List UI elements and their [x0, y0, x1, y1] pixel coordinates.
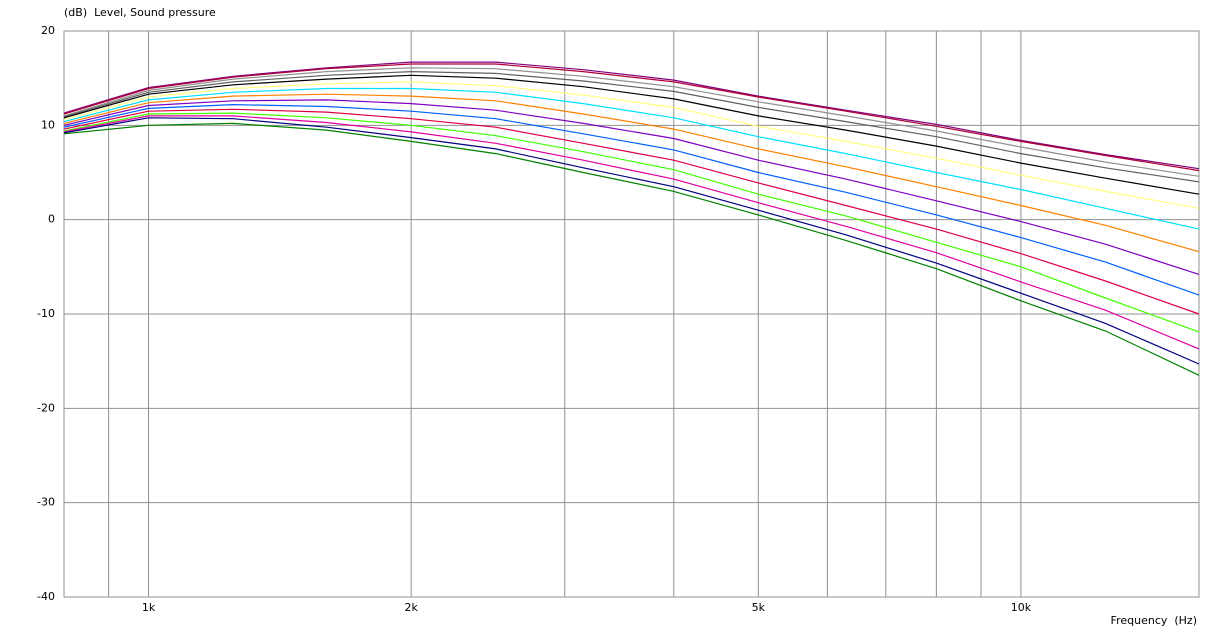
- series-line: [63, 117, 1200, 365]
- series-line: [63, 67, 1200, 177]
- y-tick-label: -40: [37, 590, 55, 603]
- series-line: [63, 112, 1200, 333]
- series-line: [63, 61, 1200, 170]
- series-line: [63, 93, 1200, 253]
- x-tick-label: 1k: [142, 601, 156, 614]
- series-line: [63, 122, 1200, 376]
- x-tick-label: 2k: [404, 601, 418, 614]
- series-line: [63, 81, 1200, 209]
- x-tick-label: 10k: [1011, 601, 1032, 614]
- series-line: [63, 70, 1200, 183]
- series-line: [63, 103, 1200, 296]
- x-axis-label: Frequency (Hz): [1111, 614, 1197, 627]
- series-line: [63, 108, 1200, 315]
- y-axis-label: (dB) Level, Sound pressure: [64, 6, 216, 19]
- series-line: [63, 74, 1200, 195]
- series-line: [63, 115, 1200, 350]
- y-tick-label: -30: [37, 496, 55, 509]
- y-tick-label: -10: [37, 307, 55, 320]
- y-tick-label: 20: [41, 24, 55, 37]
- y-tick-label: -20: [37, 401, 55, 414]
- x-tick-label: 5k: [752, 601, 766, 614]
- series-line: [63, 99, 1200, 275]
- y-tick-label: 0: [48, 213, 55, 226]
- series-line: [63, 87, 1200, 230]
- series-line: [63, 63, 1200, 172]
- y-tick-label: 10: [41, 118, 55, 131]
